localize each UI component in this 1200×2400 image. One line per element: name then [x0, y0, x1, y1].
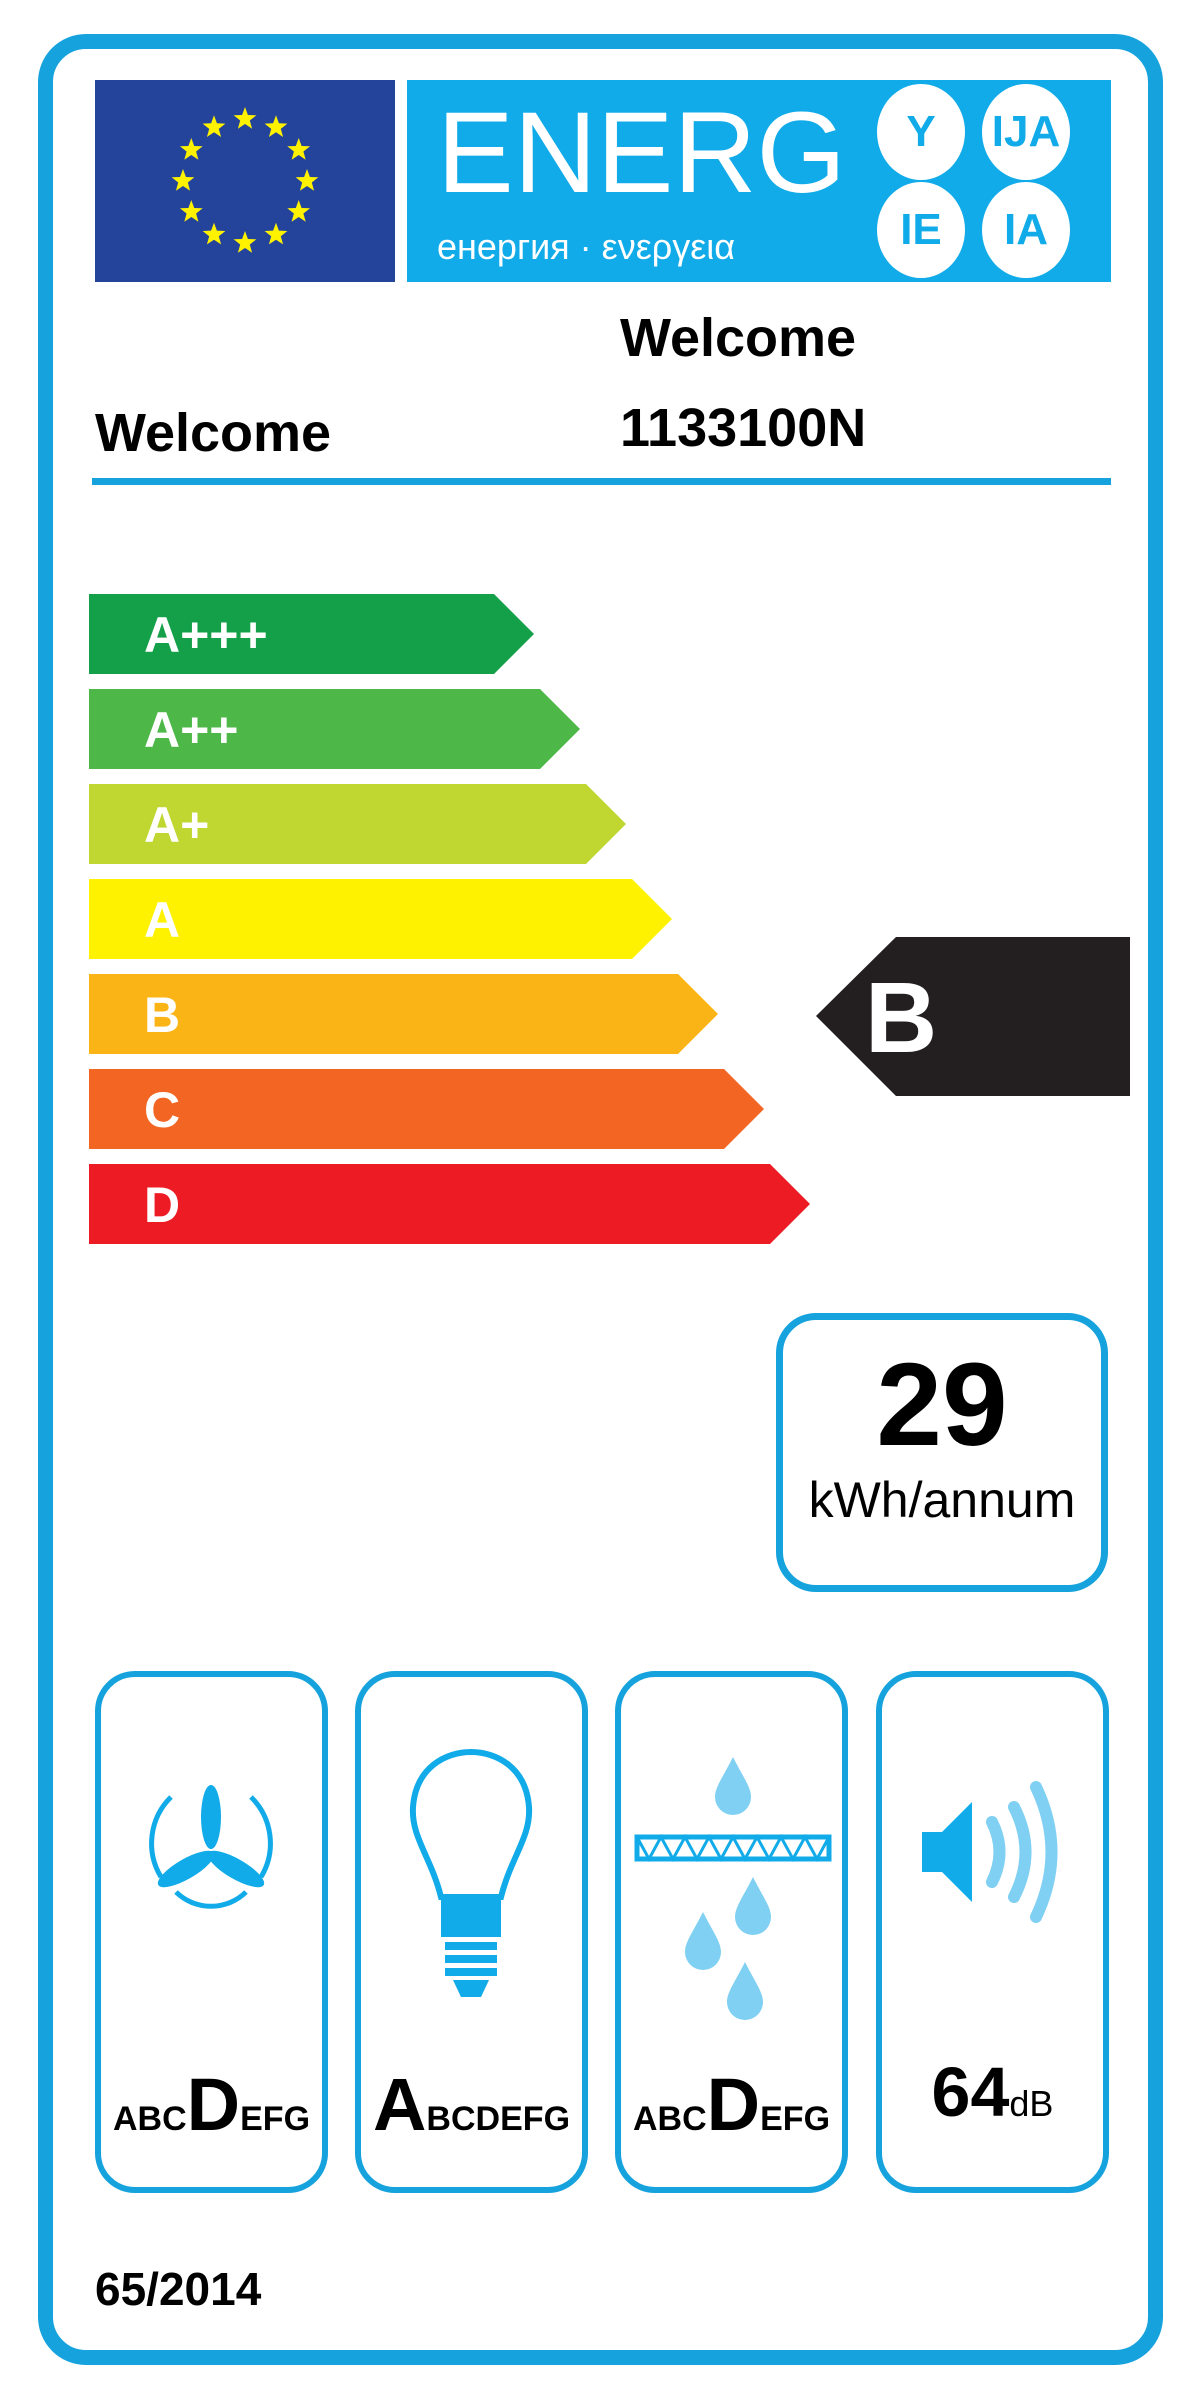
suffix-ija: IJA [982, 84, 1070, 180]
class-letter-B: B [657, 2100, 683, 2138]
noise-level: 64dB [882, 2052, 1103, 2132]
lighting-efficiency-box: ABCDEFG [355, 1671, 588, 2193]
eu-star-icon [264, 115, 288, 137]
consumption-unit: kWh/annum [808, 1472, 1076, 1528]
rating-class: B [865, 962, 937, 1074]
efficiency-bar-D: D [89, 1164, 810, 1244]
class-letter-F: F [782, 2100, 804, 2138]
consumption-box: 29 kWh/annum [776, 1313, 1108, 1592]
class-letter-B: B [426, 2100, 451, 2138]
efficiency-bar-label: A++ [144, 702, 239, 758]
eu-star-icon [179, 138, 203, 160]
efficiency-bar-label: D [144, 1177, 180, 1233]
energy-title: ENERG [437, 89, 846, 217]
noise-value: 64 [931, 2053, 1010, 2131]
regulation-number: 65/2014 [95, 2263, 262, 2315]
model-brand: Welcome [620, 308, 857, 368]
grease-filtering-efficiency-box: ABCDEFG [615, 1671, 848, 2193]
supplier-name: Welcome [95, 403, 332, 463]
efficiency-bar-label: A [144, 892, 180, 948]
class-letter-E: E [240, 2100, 263, 2138]
class-letter-A: A [632, 2100, 658, 2138]
suffix-ie: IE [877, 182, 965, 278]
speaker-icon [922, 1781, 1058, 1923]
class-letter-E: E [500, 2100, 523, 2138]
class-letter-F: F [522, 2100, 544, 2138]
grease-filter-icon [634, 1757, 832, 2020]
class-letter-A: A [372, 2063, 427, 2146]
efficiency-bar-label: A+++ [144, 607, 268, 663]
efficiency-bar-A+: A+ [89, 784, 626, 864]
eu-star-icon [287, 200, 311, 222]
lighting-efficiency-classes: ABCDEFG [361, 2062, 582, 2147]
energy-subtitle: енергия · ενεργεια [437, 226, 736, 267]
class-letter-G: G [543, 2100, 571, 2138]
suffix-y: Y [877, 84, 965, 180]
class-letter-G: G [803, 2100, 831, 2138]
model-identifier: 1133100N [620, 398, 867, 458]
efficiency-bar-A+++: A+++ [89, 594, 534, 674]
efficiency-bar-label: C [144, 1082, 180, 1138]
eu-star-icon [233, 231, 257, 253]
divider [92, 478, 1111, 485]
fan-efficiency-box: ABCDEFG [95, 1671, 328, 2193]
suffix-ia: IA [982, 182, 1070, 278]
class-letter-D: D [475, 2100, 501, 2138]
class-letter-A: A [112, 2100, 138, 2138]
class-letter-C: C [162, 2100, 187, 2138]
efficiency-bar-B: B [89, 974, 718, 1054]
efficiency-bar-A: A [89, 879, 672, 959]
eu-star-icon [179, 200, 203, 222]
efficiency-bar-label: B [144, 987, 180, 1043]
eu-star-icon [295, 169, 319, 191]
grease-filtering-classes: ABCDEFG [621, 2062, 842, 2147]
efficiency-bar-A++: A++ [89, 689, 580, 769]
consumption-value: 29 [876, 1339, 1008, 1471]
eu-star-icon [233, 107, 257, 129]
rating-arrow: B [816, 937, 1130, 1096]
class-letter-C: C [682, 2100, 707, 2138]
eu-star-icon [171, 169, 195, 191]
fan-icon [149, 1785, 273, 1909]
eu-flag [95, 80, 395, 282]
class-letter-C: C [450, 2100, 476, 2138]
class-letter-B: B [137, 2100, 163, 2138]
eu-star-icon [287, 138, 311, 160]
noise-unit: dB [1009, 2083, 1054, 2124]
energy-banner: ENERG енергия · ενεργεια Y IJA IE IA [407, 80, 1111, 282]
eu-star-icon [202, 222, 226, 245]
efficiency-bar-label: A+ [144, 797, 209, 853]
efficiency-bar-C: C [89, 1069, 764, 1149]
eu-star-icon [264, 222, 288, 245]
light-bulb-icon [409, 1748, 533, 1997]
class-letter-D: D [706, 2063, 761, 2146]
label-frame [38, 34, 1163, 2365]
class-letter-E: E [760, 2100, 783, 2138]
fan-efficiency-classes: ABCDEFG [101, 2062, 322, 2147]
eu-star-icon [202, 115, 226, 137]
class-letter-G: G [283, 2100, 311, 2138]
noise-level-box: 64dB [876, 1671, 1109, 2193]
eu-stars-icon [171, 107, 319, 253]
class-letter-D: D [186, 2063, 241, 2146]
class-letter-F: F [262, 2100, 284, 2138]
